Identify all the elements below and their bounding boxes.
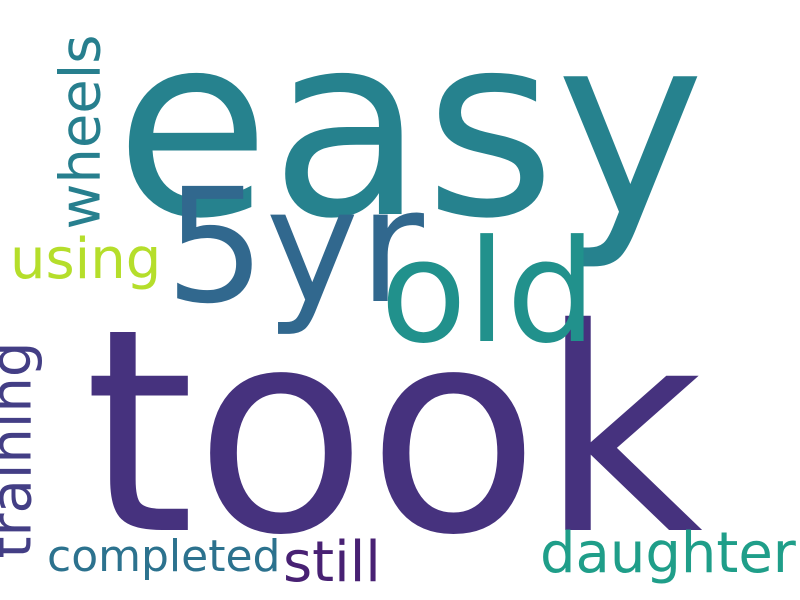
word-5yr: 5yr (165, 155, 424, 339)
word-took: took (84, 268, 703, 597)
word-still: still (283, 530, 381, 595)
word-training: training (0, 341, 45, 559)
word-easy: easy (115, 0, 705, 274)
word-old: old (380, 210, 597, 375)
word-using: using (10, 227, 162, 292)
word-wheels: wheels (48, 34, 114, 230)
word-daughter: daughter (540, 521, 796, 586)
word-completed: completed (47, 531, 281, 582)
